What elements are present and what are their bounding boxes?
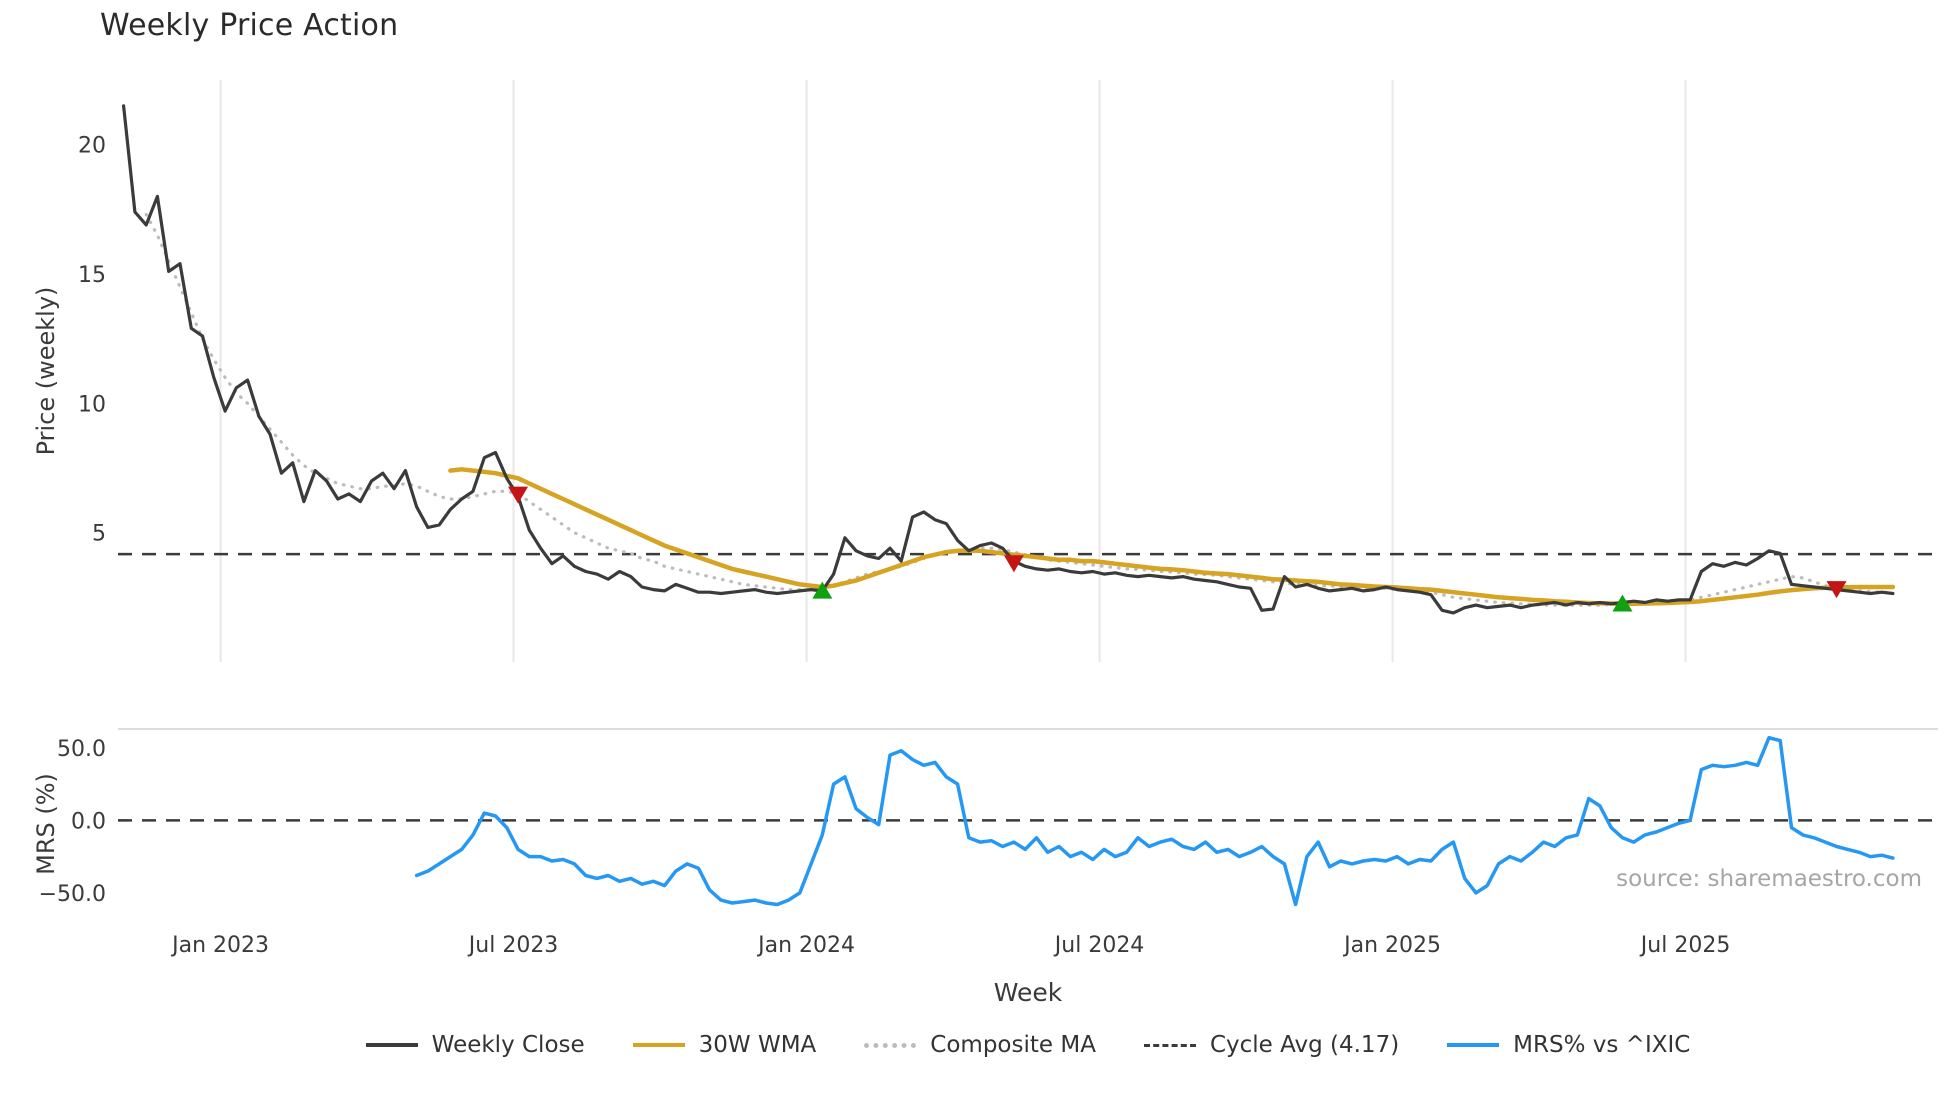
buy-signal-marker (1612, 594, 1633, 612)
legend-item-weekly-close: Weekly Close (365, 1032, 585, 1058)
legend-item-cycle-avg-4-17: Cycle Avg (4.17) (1143, 1032, 1400, 1058)
mrs-axis-label: MRS (%) (32, 773, 60, 875)
x-tick-label: Jul 2025 (1639, 933, 1731, 958)
30w-wma-swatch (632, 1043, 685, 1047)
x-tick-label: Jan 2023 (170, 933, 269, 958)
x-tick-label: Jan 2024 (756, 933, 855, 958)
price-y-tick-label: 15 (78, 263, 106, 288)
legend-label: Weekly Close (431, 1032, 585, 1058)
mrs-y-tick-label: 50.0 (57, 737, 106, 762)
legend-item-30w-wma: 30W WMA (632, 1032, 817, 1058)
mrs-vs-ixic-line (414, 735, 1895, 907)
mrs-y-tick-label: 0.0 (71, 809, 106, 834)
sell-signal-marker (1003, 555, 1024, 573)
legend-label: Cycle Avg (4.17) (1209, 1032, 1400, 1058)
legend-label: Composite MA (930, 1032, 1096, 1058)
composite-ma-line (144, 212, 1895, 607)
composite-ma-swatch (864, 1042, 917, 1048)
mrs-y-tick-label: −50.0 (39, 882, 106, 907)
x-tick-label: Jan 2025 (1342, 933, 1441, 958)
legend-item-composite-ma: Composite MA (864, 1032, 1096, 1058)
legend-label: 30W WMA (698, 1032, 817, 1058)
price-axis-label: Price (weekly) (32, 286, 60, 456)
legend-label: MRS% vs ^IXIC (1513, 1032, 1691, 1058)
buy-signal-marker (812, 581, 833, 599)
chart-legend: Weekly Close 30W WMA Composite MA Cycle Avg… (118, 1032, 1938, 1058)
sell-signal-marker (508, 486, 529, 504)
price-y-tick-label: 10 (78, 392, 106, 417)
x-tick-label: Jul 2024 (1053, 933, 1145, 958)
sell-signal-marker (1826, 581, 1847, 599)
weekly-close-line (121, 104, 1895, 615)
price-y-tick-label: 5 (92, 522, 106, 547)
legend-item-mrs-vs-ixic: MRS% vs ^IXIC (1447, 1032, 1690, 1058)
price-y-tick-label: 20 (78, 134, 106, 159)
mrs-vs-ixic-swatch (1447, 1043, 1500, 1047)
cycle-avg-4-17-swatch (1143, 1043, 1196, 1047)
x-tick-label: Jul 2023 (467, 933, 559, 958)
x-axis-label: Week (993, 978, 1063, 1007)
30w-wma-line (448, 467, 1896, 607)
weekly-close-swatch (365, 1043, 418, 1047)
chart-title: Weekly Price Action (100, 8, 399, 43)
source-watermark: source: sharemaestro.com (1616, 866, 1922, 892)
